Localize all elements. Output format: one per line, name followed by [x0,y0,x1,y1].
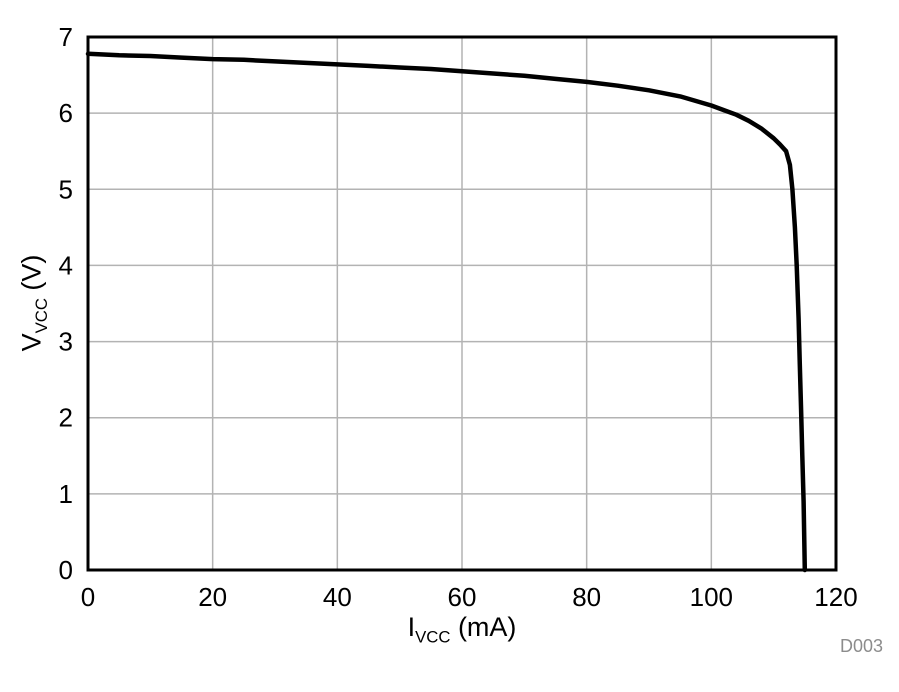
x-tick-label: 80 [572,582,601,612]
y-tick-label: 7 [59,22,73,52]
y-tick-label: 4 [59,250,73,280]
x-tick-label: 40 [323,582,352,612]
x-axis-label-symbol: I [407,612,416,642]
y-axis-label-symbol: V [16,333,47,352]
x-tick-label: 20 [198,582,227,612]
x-tick-label: 60 [448,582,477,612]
y-tick-label: 1 [59,479,73,509]
y-tick-label: 2 [59,403,73,433]
y-axis-label-subscript: VCC [31,298,51,334]
series-vcc-curve [85,51,808,573]
x-axis-label-subscript: VCC [415,627,451,647]
x-tick-label: 0 [81,582,95,612]
x-tick-label: 120 [814,582,857,612]
y-tick-label: 6 [59,98,73,128]
x-tick-label: 100 [690,582,733,612]
y-tick-label: 5 [59,174,73,204]
plot-border [86,35,838,572]
figure-id-label: D003 [839,636,883,656]
x-axis-label-unit: (mA) [450,612,517,642]
y-tick-label: 0 [59,555,73,585]
x-axis-label: IVCC (mA) [88,612,836,647]
y-axis-label: VVCC (V) [16,254,51,352]
y-tick-label: 3 [59,327,73,357]
y-axis-label-unit: (V) [16,254,47,299]
